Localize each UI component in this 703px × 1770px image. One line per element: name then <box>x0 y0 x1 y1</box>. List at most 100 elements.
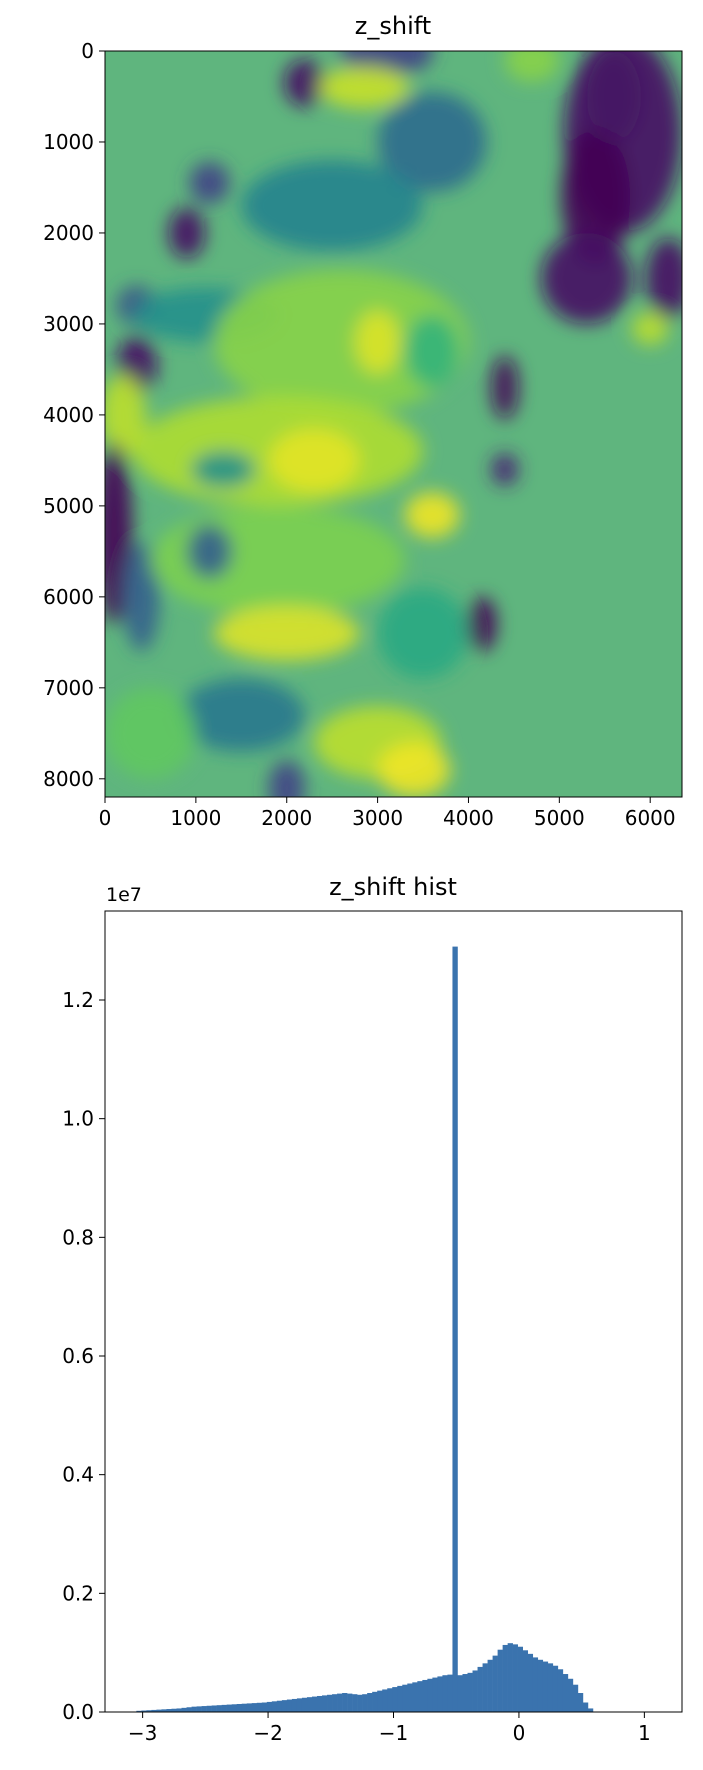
histogram-y-tick-label: 0.4 <box>62 1463 94 1487</box>
heatmap-frame <box>104 50 683 798</box>
histogram-bar <box>522 1650 529 1712</box>
heatmap-blob <box>561 128 631 265</box>
histogram-bar <box>572 1684 579 1712</box>
histogram-bar <box>462 1674 468 1712</box>
heatmap-blob <box>177 678 305 752</box>
heatmap-x-tick-label: 5000 <box>534 806 585 830</box>
histogram-bar <box>146 1710 152 1712</box>
heatmap-blob <box>377 587 469 679</box>
heatmap-blob <box>645 237 682 320</box>
histogram-bar <box>517 1646 523 1712</box>
heatmap-blob <box>268 428 360 493</box>
histogram-bar <box>332 1694 338 1712</box>
histogram-bar <box>422 1679 428 1712</box>
histogram-y-tick-label: 0.0 <box>62 1700 94 1724</box>
histogram-bar <box>372 1691 378 1712</box>
histogram-bars <box>136 946 594 1712</box>
histogram-bar <box>552 1665 559 1712</box>
heatmap-blob <box>404 492 460 538</box>
histogram-bar <box>301 1697 308 1712</box>
histogram-bar <box>236 1703 243 1712</box>
histogram-bar <box>276 1700 283 1712</box>
histogram-y-ticks: 0.0 0.2 0.4 0.6 0.8 1.0 1.2 <box>62 988 105 1724</box>
histogram-bar <box>176 1708 182 1712</box>
histogram-x-tick-label: 1 <box>638 1721 651 1745</box>
histogram-bar <box>171 1708 177 1712</box>
histogram-bar <box>507 1643 513 1712</box>
heatmap-blob <box>491 453 519 486</box>
histogram-bar <box>527 1653 534 1712</box>
heatmap-x-tick-label: 3000 <box>352 806 403 830</box>
histogram-bar <box>397 1685 403 1712</box>
histogram-bar <box>316 1695 323 1712</box>
histogram-bar <box>407 1683 413 1712</box>
histogram-bar <box>482 1663 488 1712</box>
histogram-bar <box>201 1706 207 1712</box>
histogram-x-tick-label: −3 <box>128 1721 157 1745</box>
histogram-bar <box>362 1694 368 1712</box>
histogram-bar <box>432 1677 438 1712</box>
heatmap-blob <box>491 355 519 420</box>
histogram-bar <box>542 1661 549 1712</box>
heatmap-blob <box>214 605 360 661</box>
histogram-bar <box>367 1693 373 1712</box>
histogram-bar <box>457 1675 463 1712</box>
histogram-frame <box>104 910 683 1713</box>
heatmap-blob <box>377 91 487 193</box>
heatmap-image <box>105 51 682 797</box>
histogram-bar <box>392 1687 398 1712</box>
histogram-scale-offset: 1e7 <box>106 884 142 906</box>
histogram-bar <box>357 1694 363 1712</box>
histogram-bar <box>472 1670 478 1712</box>
histogram-bar <box>437 1676 443 1712</box>
histogram-bar <box>281 1700 288 1712</box>
histogram-bar <box>216 1705 222 1712</box>
heatmap-blob <box>354 310 401 374</box>
histogram-bar <box>452 946 458 1712</box>
heatmap-y-tick-label: 8000 <box>43 767 94 791</box>
histogram-bar <box>587 1708 594 1712</box>
histogram-chart: z_shift hist 1e7 −3 −2 −1 0 1 0.00.20.40.60.… <box>62 873 683 1745</box>
heatmap-y-ticks: 0 1000 2000 3000 4000 5000 6000 7000 8000 <box>43 39 105 791</box>
heatmap-blob <box>189 161 230 204</box>
histogram-x-tick-label: −2 <box>253 1721 282 1745</box>
histogram-bar <box>136 1710 142 1712</box>
heatmap-y-tick-label: 4000 <box>43 403 94 427</box>
heatmap-x-tick-label: 4000 <box>443 806 494 830</box>
heatmap-y-tick-label: 2000 <box>43 221 94 245</box>
histogram-bar <box>231 1704 238 1712</box>
heatmap-blob <box>586 51 642 142</box>
heatmap-y-tick-label: 6000 <box>43 585 94 609</box>
histogram-bar <box>241 1703 248 1712</box>
histogram-bar <box>327 1694 333 1712</box>
heatmap-y-tick-label: 3000 <box>43 312 94 336</box>
histogram-bar <box>151 1709 157 1712</box>
histogram-bar <box>271 1701 278 1712</box>
histogram-bar <box>537 1659 544 1712</box>
histogram-bar <box>256 1702 263 1712</box>
histogram-bar <box>161 1709 167 1712</box>
histogram-bar <box>251 1703 258 1712</box>
histogram-bar <box>377 1690 383 1712</box>
heatmap-blob <box>318 66 410 109</box>
histogram-bar <box>291 1698 298 1712</box>
heatmap-blob <box>123 542 160 652</box>
histogram-bar <box>181 1707 187 1712</box>
heatmap-chart: z_shift 0 1000 2000 3000 4000 5000 6000 0 1000 2… <box>43 12 683 830</box>
heatmap-blob <box>168 207 205 259</box>
heatmap-blob <box>268 760 305 797</box>
histogram-bar <box>562 1674 569 1712</box>
heatmap-blob <box>105 687 196 779</box>
heatmap-y-tick-label: 7000 <box>43 676 94 700</box>
heatmap-blob <box>377 742 451 797</box>
heatmap-blob <box>541 232 633 324</box>
heatmap-y-tick-label: 0 <box>81 39 94 63</box>
histogram-bar <box>166 1709 172 1712</box>
histogram-bar <box>347 1693 353 1712</box>
histogram-title: z_shift hist <box>329 873 457 901</box>
histogram-bar <box>191 1706 197 1712</box>
histogram-bar <box>447 1674 453 1712</box>
heatmap-blob <box>186 524 233 579</box>
histogram-y-tick-label: 0.6 <box>62 1344 94 1368</box>
